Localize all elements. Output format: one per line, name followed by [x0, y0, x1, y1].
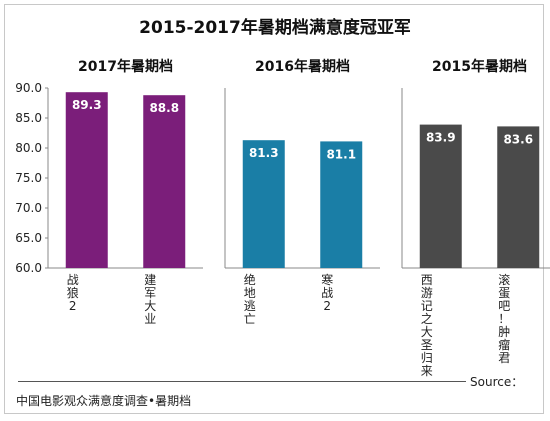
category-label: 游 — [421, 286, 433, 300]
source-divider — [18, 381, 466, 382]
category-label: 绝 — [244, 272, 256, 287]
source-label: Source： — [470, 375, 524, 389]
data-label: 88.8 — [149, 101, 179, 115]
category-label: 地 — [244, 286, 256, 300]
data-label: 81.1 — [326, 147, 356, 161]
bar — [320, 141, 363, 268]
survey-note: 中国电影观众满意度调查•暑期档 — [16, 394, 192, 408]
category-label: 圣 — [421, 338, 433, 352]
category-label: 业 — [144, 312, 156, 326]
category-label: 之 — [421, 312, 433, 326]
category-label: 西 — [421, 273, 433, 287]
category-label: 来 — [421, 364, 433, 378]
y-tick-label: 70.0 — [15, 201, 42, 215]
data-label: 83.6 — [503, 132, 533, 146]
y-tick-label: 75.0 — [15, 171, 42, 185]
bar — [419, 124, 462, 268]
data-label: 89.3 — [72, 98, 102, 112]
category-label: 君 — [498, 351, 510, 365]
category-label: 战 — [321, 286, 333, 300]
y-tick-label: 85.0 — [15, 111, 42, 125]
category-label: 建 — [144, 273, 156, 287]
category-label: 寒 — [321, 272, 333, 287]
category-label: 肿 — [498, 324, 510, 339]
category-label: 归 — [421, 351, 433, 365]
y-tick-label: 60.0 — [15, 261, 42, 275]
category-label: 大 — [144, 299, 156, 313]
category-label: 2 — [323, 299, 331, 313]
data-label: 83.9 — [426, 131, 456, 145]
y-tick-label: 80.0 — [15, 141, 42, 155]
group-title: 2015年暑期档 — [432, 58, 527, 75]
category-label: 2 — [69, 299, 77, 313]
chart-title: 2015-2017年暑期档满意度冠亚军 — [139, 18, 411, 38]
category-label: 瘤 — [498, 337, 510, 352]
bar — [143, 95, 186, 268]
group-title: 2016年暑期档 — [255, 58, 350, 75]
category-label: 亡 — [244, 312, 256, 326]
category-label: 蛋 — [498, 286, 510, 300]
y-tick-label: 90.0 — [15, 81, 42, 95]
bar — [497, 126, 540, 269]
category-label: 战 — [67, 273, 79, 287]
data-label: 81.3 — [249, 146, 279, 160]
category-label: 吧 — [498, 299, 510, 313]
y-tick-label: 65.0 — [15, 231, 42, 245]
category-label: 逃 — [244, 299, 256, 313]
category-label: 滚 — [498, 272, 510, 287]
group-title: 2017年暑期档 — [78, 58, 173, 75]
category-label: 大 — [421, 325, 433, 339]
bar — [65, 92, 108, 268]
category-label: ！ — [498, 312, 510, 326]
category-label: 狼 — [67, 285, 79, 300]
bar — [242, 140, 285, 268]
category-label: 记 — [421, 299, 433, 313]
category-label: 军 — [144, 286, 156, 300]
